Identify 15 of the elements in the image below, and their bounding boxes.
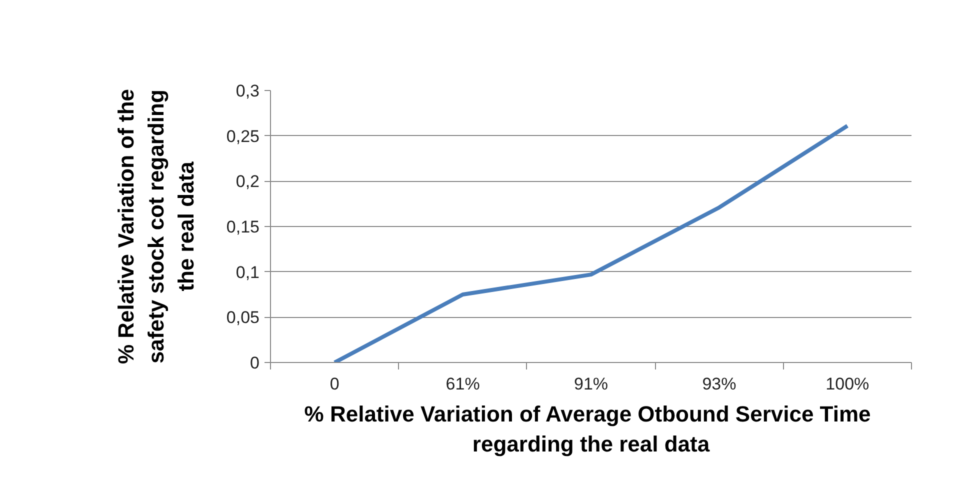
x-axis-title: % Relative Variation of Average Otbound Service Time regarding the real data bbox=[304, 402, 871, 456]
x-tick-label: 100% bbox=[826, 374, 870, 394]
x-tick-label: 91% bbox=[574, 374, 608, 394]
x-tick-label: 0 bbox=[330, 374, 340, 394]
line-series bbox=[332, 124, 850, 362]
y-tick-label: 0,1 bbox=[236, 262, 260, 282]
x-tick-label: 61% bbox=[446, 374, 480, 394]
x-tick-label: 93% bbox=[702, 374, 736, 394]
y-tick-label: 0,2 bbox=[236, 172, 260, 192]
y-tick-label: 0,15 bbox=[226, 218, 260, 236]
y-tick-label: 0,25 bbox=[226, 126, 260, 146]
y-tick-label: 0,05 bbox=[226, 308, 260, 328]
y-tick-label: 0,3 bbox=[236, 82, 260, 100]
y-tick-label: 0 bbox=[250, 354, 260, 372]
y-axis-title: % Relative Variation of the safety stock cot regarding the real data bbox=[113, 88, 198, 364]
